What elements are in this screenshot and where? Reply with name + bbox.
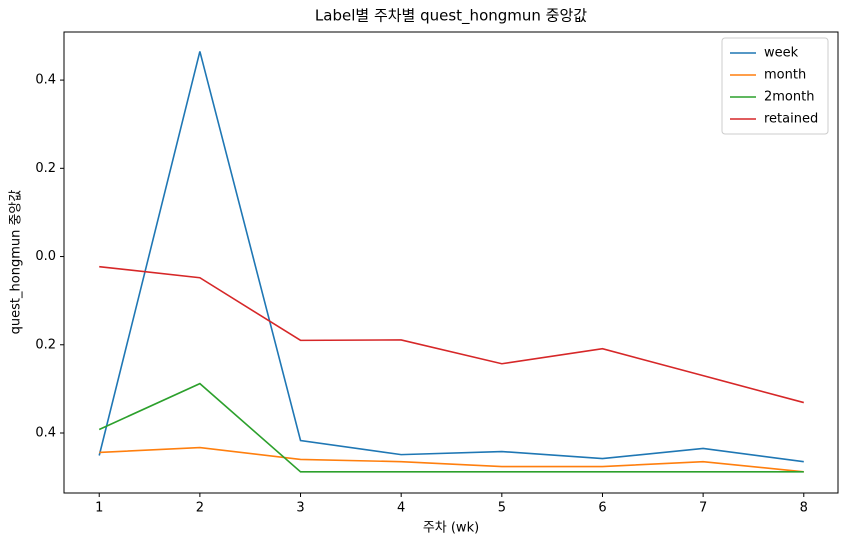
y-tick-label: 0.2 [35,161,56,176]
series-line [99,265,804,404]
x-tick-label: 5 [498,501,506,516]
x-tick-label: 4 [397,501,405,516]
legend-label: retained [764,112,818,127]
series-line [98,382,804,473]
x-tick-label: 2 [196,501,204,516]
x-tick-label: 7 [699,501,707,516]
y-tick-label: 0.0 [35,249,56,264]
legend-label: week [764,46,799,61]
x-axis-label: 주차 (wk) [423,521,479,536]
plot-frame [63,31,839,494]
y-tick-label: 0.4 [35,426,56,441]
chart-title: Label별 주차별 quest_hongmun 중앙값 [315,7,587,26]
legend-label: month [764,68,806,83]
x-tick-label: 3 [296,501,304,516]
legend-box [721,37,829,135]
series-line [99,446,804,473]
y-tick-label: 0.4 [35,73,56,88]
x-tick-label: 1 [95,501,103,516]
y-axis-label: quest_hongmun 중앙값 [9,190,24,335]
y-tick-label: 0.2 [35,337,56,352]
x-tick-label: 6 [598,501,606,516]
x-tick-label: 8 [800,501,808,516]
series-line [98,51,804,463]
legend-label: 2month [764,90,814,105]
